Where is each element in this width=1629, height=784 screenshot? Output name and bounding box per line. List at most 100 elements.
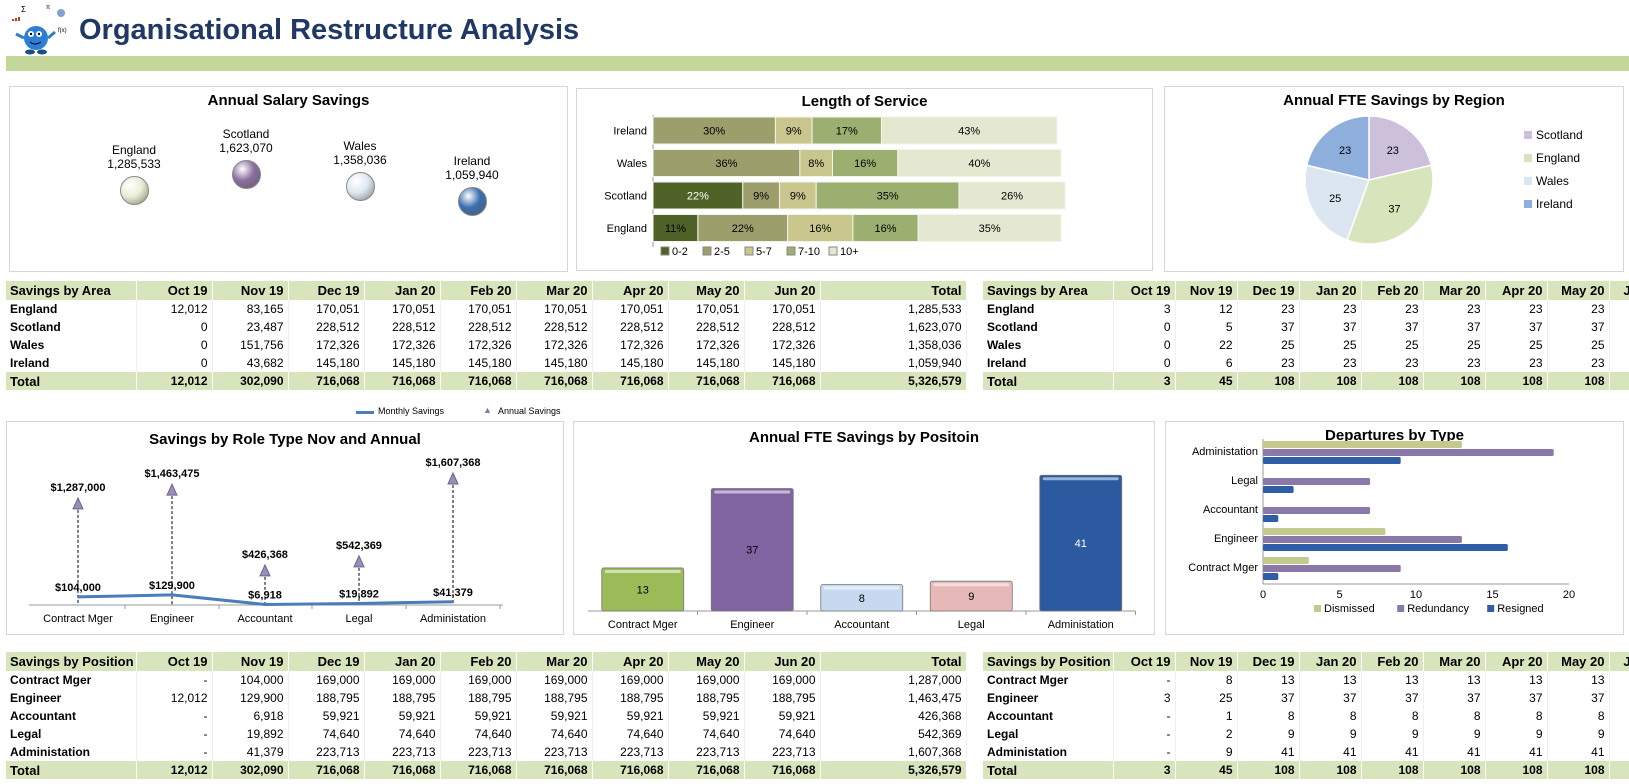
los-segment	[697, 214, 789, 242]
dep-bar-dismissed	[1263, 441, 1462, 448]
fte-position-panel[interactable]: Annual FTE Savings by Positoin 13 Contrac…	[573, 421, 1155, 635]
dep-legend-label: Redundancy	[1407, 603, 1469, 615]
table-cell: 83,165	[212, 300, 289, 318]
los-segment	[852, 214, 919, 242]
table-cell: Apr 20	[1485, 281, 1548, 300]
table-cell: Jan 20	[1299, 281, 1362, 300]
role-type-panel[interactable]: Savings by Role Type Nov and Annual Cont…	[6, 421, 564, 635]
table-cell: Jun 20	[744, 281, 821, 300]
bar-body	[601, 567, 685, 612]
los-segment	[652, 149, 801, 177]
dep-bar-redundancy	[1263, 536, 1462, 543]
table-cell: 170,051	[516, 300, 593, 318]
table-cell: 8	[1299, 707, 1362, 725]
table-total-row: Total345108108108108108108108	[983, 372, 1629, 390]
table-cell: Feb 20	[440, 652, 517, 671]
table-cell: Mar 20	[1423, 652, 1486, 671]
role-type-legend: Monthly Savings ▲ Annual Savings	[356, 405, 566, 419]
table-cell: 9	[1609, 725, 1629, 743]
table-cell: 426,368	[820, 707, 967, 725]
savings-by-area-table: Savings by Area Oct 19 Nov 19 Dec 19 Jan 20 F…	[6, 281, 967, 390]
los-data-label: 30%	[703, 126, 725, 138]
row-label: Administation	[983, 743, 1114, 761]
table-cell: 8	[1547, 707, 1610, 725]
table-row: Accountant -6,918 59,921 59,921 59,921 59,921…	[6, 707, 967, 725]
table-cell: 23	[1485, 300, 1548, 318]
table-row: Administation-941414141414141	[983, 743, 1629, 761]
table-cell: Mar 20	[516, 281, 593, 300]
table-cell: 13	[1361, 671, 1424, 689]
table-cell: 41	[1299, 743, 1362, 761]
table-cell: 145,180	[592, 354, 669, 372]
dep-category-label: Administation	[1192, 446, 1258, 458]
table-cell: 12,012	[136, 761, 213, 779]
los-legend-label: 7-10	[798, 246, 820, 258]
row-label: Savings by Area	[983, 281, 1114, 300]
table-cell: 223,713	[592, 743, 669, 761]
table-cell: 1,463,475	[820, 689, 967, 707]
row-label: Savings by Position	[6, 652, 137, 671]
table-row: Wales02225252525252525	[983, 336, 1629, 354]
savings-by-position-table: Savings by Position Oct 19 Nov 19 Dec 19 Jan…	[6, 652, 967, 779]
pie-data-label: 23	[1339, 145, 1351, 157]
bar-body	[710, 488, 794, 612]
table-cell: 228,512	[744, 318, 821, 336]
table-header-row: Savings by Area Oct 19 Nov 19 Dec 19 Jan 20 F…	[6, 281, 967, 300]
table-cell: Oct 19	[1113, 652, 1176, 671]
table-cell: 25	[1485, 336, 1548, 354]
los-data-label: 9%	[786, 126, 802, 138]
header-divider	[6, 56, 1629, 71]
los-segment	[778, 181, 817, 210]
bar-highlight	[1042, 477, 1119, 481]
table-cell: 23	[1299, 300, 1362, 318]
los-legend-swatch	[702, 246, 712, 256]
los-segment	[799, 149, 834, 177]
bar-body	[820, 584, 904, 612]
table-cell: 108	[1609, 372, 1629, 390]
table-cell: Total	[820, 652, 967, 671]
los-legend-swatch	[744, 246, 754, 256]
fte-position-title: Annual FTE Savings by Positoin	[748, 429, 980, 446]
salary-savings-panel[interactable]: Annual Salary Savings England 1,285,533 Sc…	[9, 86, 568, 272]
fte-region-panel[interactable]: Annual FTE Savings by Region 23 37 25 23 Sco…	[1164, 86, 1624, 272]
annual-data-label: $426,368	[242, 549, 288, 561]
length-of-service-panel[interactable]: Length of Service Ireland0%30%9%17%43%Wa…	[576, 88, 1153, 271]
table-cell: 228,512	[288, 318, 365, 336]
los-segment	[652, 181, 744, 210]
row-label: Accountant	[6, 707, 137, 725]
bubble-value-label: 1,358,036	[333, 153, 387, 167]
table-cell: 716,068	[364, 761, 441, 779]
table-cell: 716,068	[440, 761, 517, 779]
annual-data-label: $1,287,000	[50, 482, 105, 494]
fte-position-bar-chart: 13 Contract Mger 37 Engineer 8 Accountant 9 Leg…	[588, 474, 1136, 631]
table-cell: 59,921	[744, 707, 821, 725]
table-cell: 172,326	[744, 336, 821, 354]
row-label: Accountant	[983, 707, 1114, 725]
dep-tick-label: 5	[1336, 589, 1342, 601]
table-cell: 172,326	[440, 336, 517, 354]
table-cell: 172,326	[364, 336, 441, 354]
role-category-label: Engineer	[150, 613, 194, 625]
table-cell: 23	[1423, 300, 1486, 318]
table-cell: 172,326	[668, 336, 745, 354]
table-cell: 223,713	[288, 743, 365, 761]
table-cell: 37	[1237, 318, 1300, 336]
table-cell: 169,000	[592, 671, 669, 689]
table-cell: 716,068	[668, 761, 745, 779]
departures-panel[interactable]: Departures by Type Administation Legal Acc…	[1165, 421, 1624, 635]
table-cell: 3	[1113, 689, 1176, 707]
los-segment	[897, 149, 1062, 177]
table-cell: -	[1113, 725, 1176, 743]
table-cell: 145,180	[516, 354, 593, 372]
table-cell: 12,012	[136, 372, 213, 390]
table-cell: Oct 19	[136, 652, 213, 671]
table-cell: 172,326	[288, 336, 365, 354]
dep-bar-resigned	[1263, 457, 1401, 464]
fte-pos-data-label: 8	[859, 593, 865, 605]
los-segment	[832, 149, 899, 177]
table-cell: 41	[1547, 743, 1610, 761]
fte-pos-bar-contract-mger	[601, 567, 685, 612]
table-cell: -	[136, 725, 213, 743]
table-cell: 228,512	[440, 318, 517, 336]
los-category-label: England	[607, 223, 647, 235]
